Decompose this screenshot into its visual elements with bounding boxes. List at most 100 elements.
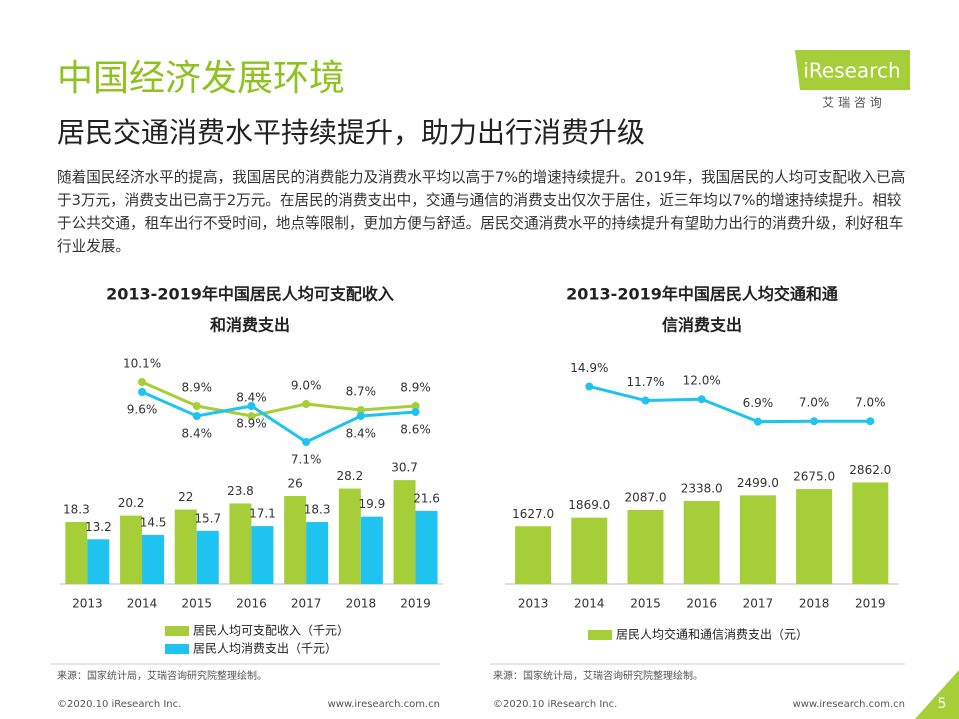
data-label: 30.7	[391, 461, 418, 475]
data-label: 2338.0	[681, 482, 723, 496]
bar	[393, 480, 416, 584]
x-tick-label: 2014	[574, 597, 605, 611]
line-point	[641, 396, 650, 405]
data-label: 23.8	[227, 484, 254, 498]
bar	[284, 496, 307, 584]
chart-title: 和消费支出	[210, 316, 290, 335]
data-label: 21.6	[413, 491, 440, 505]
bar	[229, 503, 252, 584]
data-label: 13.2	[85, 520, 112, 534]
data-label: 2087.0	[625, 490, 667, 504]
url: www.iresearch.com.cn	[328, 699, 440, 710]
data-label: 10.1%	[123, 357, 161, 371]
data-label: 18.3	[304, 503, 331, 517]
line-point	[302, 400, 311, 408]
logo: iResearch	[803, 59, 900, 83]
page-number: 5	[938, 696, 947, 712]
legend-label: 居民人均交通和通信消费支出（元）	[616, 627, 808, 642]
bar	[796, 489, 833, 584]
chart-title: 信消费支出	[662, 316, 742, 335]
x-tick-label: 2019	[400, 597, 431, 611]
data-label: 6.9%	[743, 396, 774, 410]
data-label: 8.9%	[236, 417, 267, 431]
line-point	[356, 406, 365, 414]
data-label: 15.7	[194, 511, 221, 525]
line-point	[138, 388, 147, 396]
bar	[852, 482, 889, 584]
bar	[87, 539, 110, 584]
data-label: 26	[288, 477, 303, 491]
bar	[174, 509, 197, 584]
bar	[683, 501, 720, 584]
bar	[306, 522, 329, 584]
data-label: 9.6%	[127, 403, 158, 417]
line-point	[302, 438, 311, 446]
legend-label: 居民人均消费支出（千元）	[193, 642, 337, 656]
data-label: 2862.0	[849, 463, 891, 477]
url: www.iresearch.com.cn	[793, 699, 905, 710]
intro-text: 随着国民经济水平的提高，我国居民的消费能力及消费水平均以高于7%的增速持续提升。…	[57, 169, 906, 255]
legend-swatch	[588, 630, 612, 640]
bar	[338, 488, 361, 584]
line-point	[192, 402, 201, 410]
data-label: 22	[178, 490, 193, 504]
line-point	[585, 382, 594, 391]
bar	[571, 517, 608, 584]
line-point	[753, 417, 762, 426]
x-tick-label: 2013	[518, 597, 549, 611]
line-point	[356, 412, 365, 420]
x-tick-label: 2018	[799, 597, 830, 611]
data-label: 1869.0	[568, 498, 610, 512]
page-title: 中国经济发展环境	[57, 58, 345, 99]
line-point	[192, 412, 201, 420]
x-tick-label: 2019	[855, 597, 886, 611]
data-label: 7.1%	[291, 453, 322, 467]
line	[141, 390, 416, 444]
bar	[120, 515, 143, 584]
line-point	[866, 417, 875, 426]
x-tick-label: 2017	[743, 597, 774, 611]
legend-label: 居民人均可支配收入（千元）	[193, 624, 349, 638]
line-point	[411, 408, 420, 416]
bar	[627, 509, 664, 584]
data-label: 28.2	[336, 469, 363, 483]
x-tick-label: 2018	[346, 597, 377, 611]
data-label: 8.6%	[400, 423, 431, 437]
chart-title: 2013-2019年中国居民人均可支配收入	[106, 285, 394, 304]
logo-bg	[795, 50, 910, 90]
source: 来源：国家统计局，艾瑞咨询研究院整理绘制。	[57, 669, 267, 682]
data-label: 8.4%	[182, 427, 213, 441]
x-tick-label: 2016	[686, 597, 717, 611]
line-point	[247, 402, 256, 410]
bar	[251, 526, 274, 584]
corner	[915, 670, 959, 719]
data-label: 20.2	[118, 496, 145, 510]
data-label: 8.4%	[346, 427, 377, 441]
page-subtitle: 居民交通消费水平持续提升，助力出行消费升级	[57, 116, 645, 149]
x-tick-label: 2015	[181, 597, 212, 611]
data-label: 14.5	[140, 515, 167, 529]
legend-swatch	[165, 626, 189, 636]
data-label: 7.0%	[855, 396, 886, 410]
line	[588, 384, 871, 424]
data-label: 11.7%	[626, 375, 664, 389]
x-tick-label: 2016	[236, 597, 267, 611]
x-tick-label: 2014	[127, 597, 158, 611]
line-point	[810, 417, 819, 426]
x-tick-label: 2015	[630, 597, 661, 611]
data-label: 8.4%	[236, 391, 267, 405]
x-tick-label: 2017	[291, 597, 322, 611]
bar	[415, 510, 438, 584]
data-label: 19.9	[358, 497, 385, 511]
data-label: 2499.0	[737, 476, 779, 490]
bar	[196, 530, 219, 584]
line	[141, 380, 416, 418]
line-point	[411, 402, 420, 410]
data-label: 8.9%	[400, 381, 431, 395]
data-label: 1627.0	[512, 507, 554, 521]
line-point	[138, 378, 147, 386]
bar	[65, 522, 88, 584]
data-label: 2675.0	[793, 470, 835, 484]
